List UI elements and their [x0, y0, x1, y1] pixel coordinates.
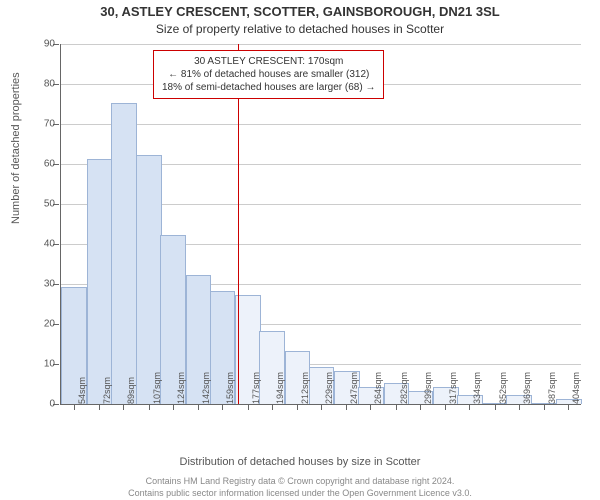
x-tick [370, 404, 371, 410]
attribution-line-2: Contains public sector information licen… [0, 488, 600, 498]
histogram-bar [87, 159, 113, 404]
x-tick [495, 404, 496, 410]
x-tick-label: 247sqm [349, 372, 359, 404]
x-tick-label: 264sqm [373, 372, 383, 404]
x-tick [222, 404, 223, 410]
x-tick-label: 142sqm [201, 372, 211, 404]
x-tick [544, 404, 545, 410]
annotation-line-1: 30 ASTLEY CRESCENT: 170sqm [162, 55, 375, 68]
x-tick [420, 404, 421, 410]
x-tick-label: 282sqm [399, 372, 409, 404]
y-tick-label: 90 [25, 39, 55, 50]
y-tick-label: 60 [25, 159, 55, 170]
y-tick-label: 40 [25, 239, 55, 250]
x-tick [99, 404, 100, 410]
x-tick-label: 334sqm [472, 372, 482, 404]
x-tick-label: 387sqm [547, 372, 557, 404]
x-tick-label: 159sqm [225, 372, 235, 404]
x-tick-label: 369sqm [522, 372, 532, 404]
x-tick [149, 404, 150, 410]
x-tick-label: 352sqm [498, 372, 508, 404]
x-tick [519, 404, 520, 410]
x-tick [74, 404, 75, 410]
plot-region: 010203040506070809054sqm72sqm89sqm107sqm… [60, 44, 581, 405]
y-tick-label: 50 [25, 199, 55, 210]
x-tick-label: 54sqm [77, 377, 87, 404]
x-tick [173, 404, 174, 410]
x-tick-label: 194sqm [275, 372, 285, 404]
x-tick-label: 124sqm [176, 372, 186, 404]
x-tick [396, 404, 397, 410]
x-tick-label: 404sqm [571, 372, 581, 404]
x-tick-label: 107sqm [152, 372, 162, 404]
gridline [61, 124, 581, 125]
page-subtitle: Size of property relative to detached ho… [0, 22, 600, 36]
chart-area: 010203040506070809054sqm72sqm89sqm107sqm… [60, 44, 580, 404]
annotation-line-3: 18% of semi-detached houses are larger (… [162, 81, 375, 94]
x-tick [346, 404, 347, 410]
y-axis-label: Number of detached properties [10, 72, 22, 224]
y-tick-label: 30 [25, 279, 55, 290]
y-tick-label: 10 [25, 359, 55, 370]
annotation-box: 30 ASTLEY CRESCENT: 170sqm ← 81% of deta… [153, 50, 384, 99]
y-tick-label: 20 [25, 319, 55, 330]
x-tick-label: 317sqm [448, 372, 458, 404]
x-tick-label: 72sqm [102, 377, 112, 404]
x-tick [469, 404, 470, 410]
histogram-bar [111, 103, 137, 404]
histogram-bar [136, 155, 162, 404]
annotation-line-2: ← 81% of detached houses are smaller (31… [162, 68, 375, 81]
page-title: 30, ASTLEY CRESCENT, SCOTTER, GAINSBOROU… [0, 4, 600, 19]
x-tick-label: 177sqm [251, 372, 261, 404]
x-tick-label: 229sqm [324, 372, 334, 404]
x-tick [568, 404, 569, 410]
y-tick-label: 80 [25, 79, 55, 90]
x-tick [198, 404, 199, 410]
y-tick-label: 0 [25, 399, 55, 410]
x-tick [248, 404, 249, 410]
x-axis-label: Distribution of detached houses by size … [0, 456, 600, 468]
x-tick-label: 212sqm [300, 372, 310, 404]
gridline [61, 44, 581, 45]
x-tick [445, 404, 446, 410]
y-tick-label: 70 [25, 119, 55, 130]
x-tick [123, 404, 124, 410]
x-tick [272, 404, 273, 410]
x-tick-label: 89sqm [126, 377, 136, 404]
attribution-line-1: Contains HM Land Registry data © Crown c… [0, 476, 600, 486]
x-tick-label: 299sqm [423, 372, 433, 404]
x-tick [321, 404, 322, 410]
x-tick [297, 404, 298, 410]
